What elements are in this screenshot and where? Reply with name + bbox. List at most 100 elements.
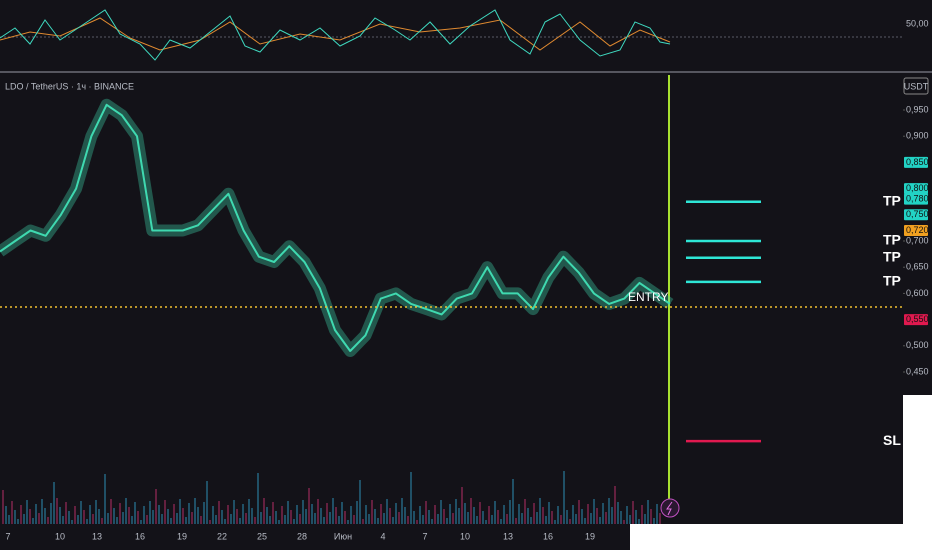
volume-bar xyxy=(269,516,271,524)
volume-bar xyxy=(431,519,433,524)
volume-bar xyxy=(590,513,592,524)
volume-bar xyxy=(281,506,283,524)
volume-bar xyxy=(8,515,10,524)
volume-bar xyxy=(380,504,382,524)
volume-bar xyxy=(524,499,526,524)
volume-bar xyxy=(536,512,538,524)
volume-bar xyxy=(584,518,586,524)
volume-bar xyxy=(377,518,379,524)
volume-bar xyxy=(479,502,481,524)
price-highlight-label: 0,850 xyxy=(906,157,929,167)
price-line xyxy=(0,103,671,352)
volume-bar xyxy=(62,516,64,524)
volume-bar xyxy=(23,514,25,524)
volume-bar xyxy=(164,500,166,524)
volume-bar xyxy=(47,517,49,524)
volume-bar xyxy=(446,518,448,524)
volume-bar xyxy=(335,507,337,524)
volume-bar xyxy=(146,515,148,524)
volume-bar xyxy=(638,519,640,524)
volume-bar xyxy=(434,505,436,524)
volume-bar xyxy=(407,516,409,524)
volume-bar xyxy=(212,506,214,524)
currency-box xyxy=(903,77,929,95)
volume-bar xyxy=(59,507,61,524)
time-label: 28 xyxy=(297,531,307,541)
volume-bar xyxy=(452,513,454,524)
time-label: 10 xyxy=(460,531,470,541)
volume-bar xyxy=(320,508,322,524)
volume-bar xyxy=(455,499,457,524)
rsi-label: 50,00 xyxy=(906,18,929,28)
level-label: TP xyxy=(883,232,901,248)
time-label: 19 xyxy=(177,531,187,541)
volume-bar xyxy=(599,517,601,524)
volume-bar xyxy=(188,503,190,524)
volume-bar xyxy=(128,507,130,524)
time-axis-bg xyxy=(0,524,630,550)
volume-bar xyxy=(602,503,604,524)
volume-bar xyxy=(50,503,52,524)
time-label: 19 xyxy=(585,531,595,541)
volume-bar xyxy=(629,515,631,524)
volume-bar xyxy=(71,520,73,524)
time-label: 7 xyxy=(5,531,10,541)
volume-bar xyxy=(371,500,373,524)
alert-icon[interactable] xyxy=(660,498,680,518)
volume-bar xyxy=(149,501,151,524)
volume-bar xyxy=(293,519,295,524)
volume-bar xyxy=(134,502,136,524)
volume-bar xyxy=(533,503,535,524)
time-label: Июн xyxy=(334,531,352,541)
volume-bar xyxy=(143,506,145,524)
volume-bar xyxy=(35,504,37,524)
time-label: 25 xyxy=(257,531,267,541)
volume-bar xyxy=(101,518,103,524)
volume-bar xyxy=(305,509,307,524)
volume-bar xyxy=(368,514,370,524)
volume-bars xyxy=(2,471,661,524)
volume-bar xyxy=(542,507,544,524)
volume-bar xyxy=(572,505,574,524)
time-label: 13 xyxy=(503,531,513,541)
volume-bar xyxy=(653,518,655,524)
price-highlight-label: 0,750 xyxy=(906,209,929,219)
volume-bar xyxy=(239,518,241,524)
volume-bar xyxy=(173,504,175,524)
volume-bar xyxy=(461,487,463,524)
volume-bar xyxy=(419,506,421,524)
volume-bar xyxy=(296,505,298,524)
volume-bar xyxy=(113,508,115,524)
volume-bar xyxy=(257,473,259,524)
volume-bar xyxy=(641,505,643,524)
volume-bar xyxy=(131,516,133,524)
volume-bar xyxy=(263,498,265,524)
volume-bar xyxy=(332,498,334,524)
rsi-line xyxy=(0,9,671,61)
volume-bar xyxy=(308,488,310,524)
symbol-header: LDO / TetherUS · 1ч · BINANCE xyxy=(5,81,134,91)
volume-bar xyxy=(464,503,466,524)
volume-bar xyxy=(428,510,430,524)
volume-bar xyxy=(68,511,70,524)
volume-bar xyxy=(395,503,397,524)
volume-bar xyxy=(383,513,385,524)
volume-bar xyxy=(392,517,394,524)
volume-bar xyxy=(122,512,124,524)
price-tick-label: 0,600 xyxy=(906,288,929,298)
volume-bar xyxy=(272,502,274,524)
volume-bar xyxy=(347,520,349,524)
volume-bar xyxy=(605,512,607,524)
volume-bar xyxy=(80,501,82,524)
volume-bar xyxy=(299,514,301,524)
volume-bar xyxy=(242,504,244,524)
volume-bar xyxy=(215,515,217,524)
time-label: 13 xyxy=(92,531,102,541)
volume-bar xyxy=(656,504,658,524)
volume-bar xyxy=(389,508,391,524)
price-highlight xyxy=(904,156,928,168)
volume-bar xyxy=(650,509,652,524)
volume-bar xyxy=(503,505,505,524)
volume-bar xyxy=(467,512,469,524)
price-highlight-label: 0,550 xyxy=(906,314,929,324)
